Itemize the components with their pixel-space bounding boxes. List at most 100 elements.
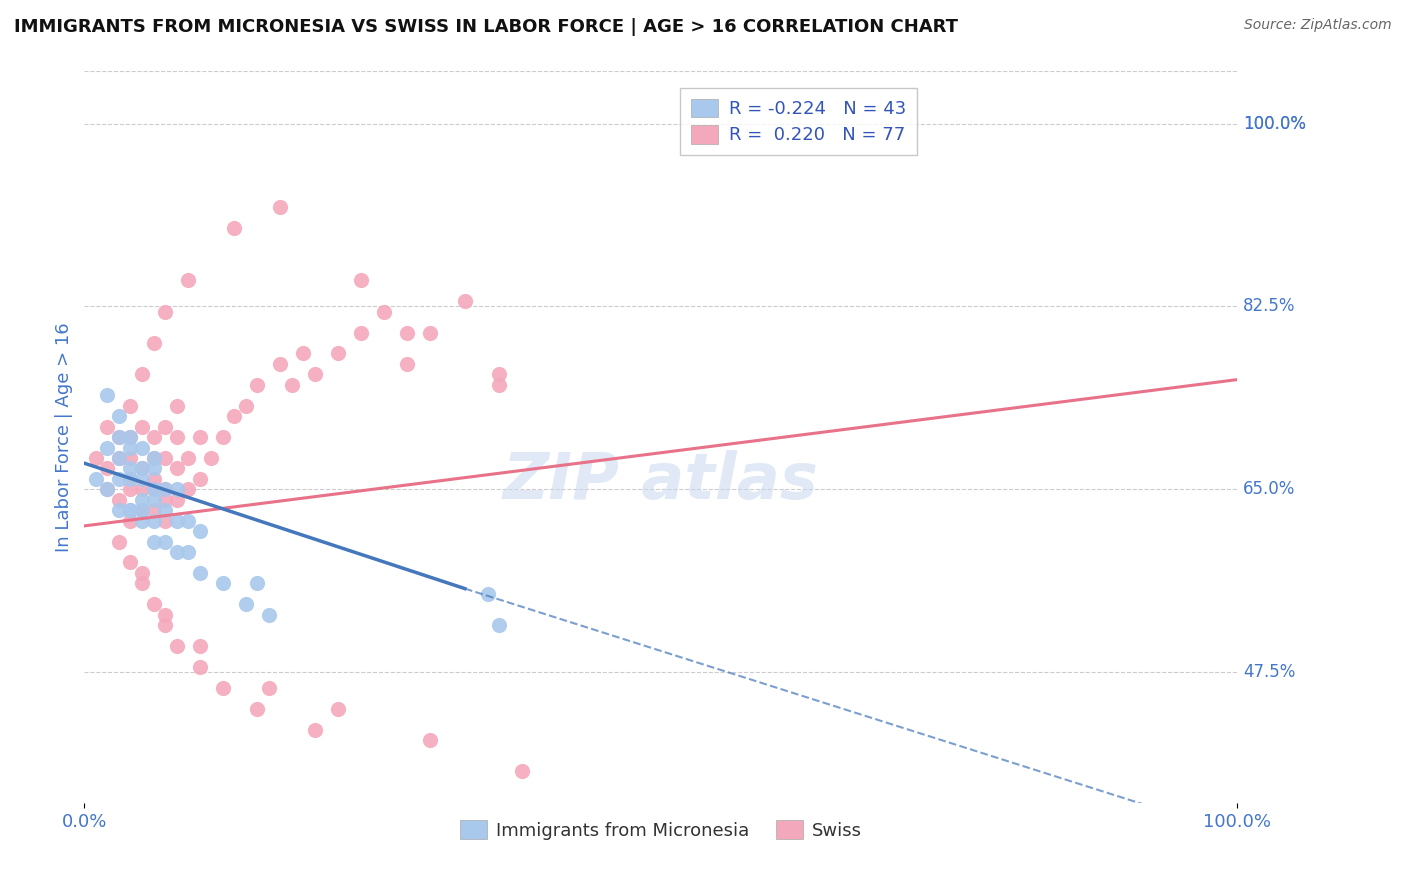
- Point: [396, 357, 419, 371]
- Point: [142, 597, 165, 611]
- Point: [142, 492, 165, 507]
- Point: [246, 576, 269, 591]
- Point: [488, 368, 510, 382]
- Point: [96, 483, 118, 497]
- Point: [120, 483, 142, 497]
- Point: [304, 723, 326, 737]
- Point: [131, 419, 153, 434]
- Point: [326, 702, 349, 716]
- Text: 100.0%: 100.0%: [1243, 114, 1306, 133]
- Point: [131, 503, 153, 517]
- Point: [120, 399, 142, 413]
- Point: [166, 483, 188, 497]
- Point: [131, 566, 153, 580]
- Point: [188, 660, 211, 674]
- Point: [166, 545, 188, 559]
- Point: [166, 639, 188, 653]
- Point: [142, 503, 165, 517]
- Text: 82.5%: 82.5%: [1243, 297, 1295, 316]
- Point: [120, 450, 142, 465]
- Point: [166, 514, 188, 528]
- Point: [96, 419, 118, 434]
- Point: [120, 461, 142, 475]
- Point: [96, 441, 118, 455]
- Point: [84, 450, 107, 465]
- Point: [166, 492, 188, 507]
- Point: [84, 472, 107, 486]
- Point: [96, 388, 118, 402]
- Point: [257, 607, 280, 622]
- Point: [120, 472, 142, 486]
- Point: [488, 618, 510, 632]
- Point: [281, 377, 304, 392]
- Point: [120, 514, 142, 528]
- Point: [131, 492, 153, 507]
- Point: [153, 450, 176, 465]
- Point: [153, 304, 176, 318]
- Point: [96, 483, 118, 497]
- Point: [153, 503, 176, 517]
- Point: [120, 503, 142, 517]
- Point: [142, 534, 165, 549]
- Point: [246, 377, 269, 392]
- Point: [120, 430, 142, 444]
- Point: [108, 534, 131, 549]
- Point: [188, 639, 211, 653]
- Point: [419, 733, 441, 747]
- Point: [142, 483, 165, 497]
- Point: [120, 430, 142, 444]
- Text: 65.0%: 65.0%: [1243, 480, 1295, 499]
- Point: [235, 597, 257, 611]
- Point: [131, 472, 153, 486]
- Text: 100.0%: 100.0%: [1243, 114, 1306, 133]
- Point: [153, 534, 176, 549]
- Point: [326, 346, 349, 360]
- Point: [120, 441, 142, 455]
- Point: [142, 450, 165, 465]
- Point: [488, 377, 510, 392]
- Point: [188, 566, 211, 580]
- Point: [153, 607, 176, 622]
- Point: [108, 492, 131, 507]
- Point: [142, 336, 165, 351]
- Point: [153, 514, 176, 528]
- Point: [177, 450, 200, 465]
- Point: [188, 472, 211, 486]
- Legend: Immigrants from Micronesia, Swiss: Immigrants from Micronesia, Swiss: [447, 807, 875, 852]
- Point: [131, 441, 153, 455]
- Point: [131, 368, 153, 382]
- Point: [153, 492, 176, 507]
- Text: ZIP atlas: ZIP atlas: [503, 450, 818, 512]
- Point: [373, 304, 395, 318]
- Point: [177, 273, 200, 287]
- Point: [153, 419, 176, 434]
- Point: [200, 450, 222, 465]
- Point: [177, 545, 200, 559]
- Point: [153, 483, 176, 497]
- Point: [108, 409, 131, 424]
- Point: [108, 472, 131, 486]
- Point: [142, 472, 165, 486]
- Point: [96, 461, 118, 475]
- Point: [177, 483, 200, 497]
- Point: [131, 576, 153, 591]
- Point: [120, 556, 142, 570]
- Point: [131, 461, 153, 475]
- Point: [108, 450, 131, 465]
- Point: [153, 483, 176, 497]
- Point: [304, 368, 326, 382]
- Point: [350, 273, 373, 287]
- Point: [269, 357, 291, 371]
- Point: [188, 430, 211, 444]
- Point: [166, 430, 188, 444]
- Point: [512, 764, 534, 779]
- Point: [142, 514, 165, 528]
- Point: [292, 346, 315, 360]
- Point: [108, 503, 131, 517]
- Point: [454, 294, 477, 309]
- Point: [131, 461, 153, 475]
- Point: [120, 503, 142, 517]
- Point: [350, 326, 373, 340]
- Point: [419, 326, 441, 340]
- Point: [166, 461, 188, 475]
